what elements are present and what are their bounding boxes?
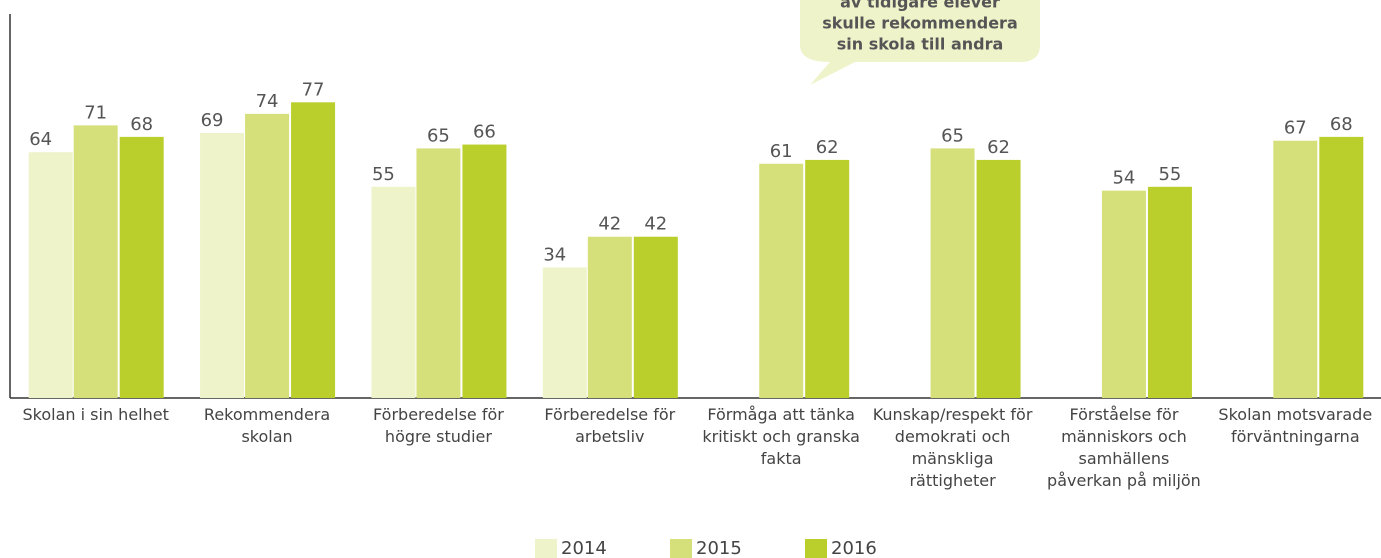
bar — [633, 236, 678, 398]
value-label: 65 — [427, 125, 450, 146]
value-label: 74 — [256, 91, 279, 112]
legend-label: 2014 — [561, 538, 607, 558]
bar — [28, 152, 73, 398]
value-label: 62 — [816, 137, 839, 158]
annotation: sin skola till andra — [837, 35, 1004, 54]
bar — [1319, 136, 1364, 398]
speech-bubble — [800, 0, 1040, 85]
annotation: av tidigare elever — [840, 0, 1000, 12]
bar — [930, 148, 975, 398]
x-tick-label: Förberedelse för arbetsliv — [544, 405, 676, 446]
bar — [119, 136, 164, 398]
legend-swatch — [805, 539, 827, 558]
x-tick-label: Skolan motsvarade förväntningarna — [1218, 405, 1373, 446]
annotation: skulle rekommendera — [822, 14, 1017, 33]
value-label: 55 — [372, 164, 395, 185]
bar — [805, 159, 850, 398]
x-tick-label: Rekommendera skolan — [203, 405, 331, 446]
x-tick-label: Förståelse för människors och samhällens… — [1047, 405, 1201, 490]
value-label: 42 — [598, 214, 621, 235]
bar — [200, 133, 245, 399]
bar — [587, 236, 632, 398]
bar — [1101, 190, 1146, 398]
value-label: 71 — [84, 102, 107, 123]
legend-swatch — [535, 539, 557, 558]
x-tick-label: Kunskap/respekt för demokrati och mänskl… — [872, 405, 1033, 490]
value-label: 69 — [201, 110, 224, 131]
value-label: 62 — [987, 137, 1010, 158]
x-tick-label: Förmåga att tänka kritiskt och granska f… — [702, 405, 860, 468]
value-label: 34 — [543, 244, 566, 265]
value-label: 67 — [1284, 118, 1307, 139]
value-label: 68 — [1330, 114, 1353, 135]
bar — [416, 148, 461, 398]
bar — [462, 144, 507, 398]
bar — [1273, 140, 1318, 398]
legend-swatch — [670, 539, 692, 558]
bar — [291, 102, 336, 398]
bar — [759, 163, 804, 398]
value-label: 54 — [1112, 168, 1135, 189]
bar — [245, 113, 290, 398]
x-tick-label: Förberedelse för högre studier — [373, 405, 504, 446]
value-label: 55 — [1158, 164, 1181, 185]
bar — [73, 125, 118, 399]
legend-label: 2015 — [696, 538, 742, 558]
value-label: 68 — [130, 114, 153, 135]
value-label: 66 — [473, 122, 496, 143]
legend-label: 2016 — [831, 538, 877, 558]
bar — [371, 186, 416, 398]
value-label: 42 — [644, 214, 667, 235]
value-label: 65 — [941, 125, 964, 146]
x-tick-label: Skolan i sin helhet — [22, 405, 169, 424]
value-label: 61 — [770, 141, 793, 162]
value-label: 64 — [29, 129, 52, 150]
bar — [976, 159, 1021, 398]
value-label: 77 — [302, 79, 325, 100]
bar — [1147, 186, 1192, 398]
bar — [542, 267, 587, 398]
